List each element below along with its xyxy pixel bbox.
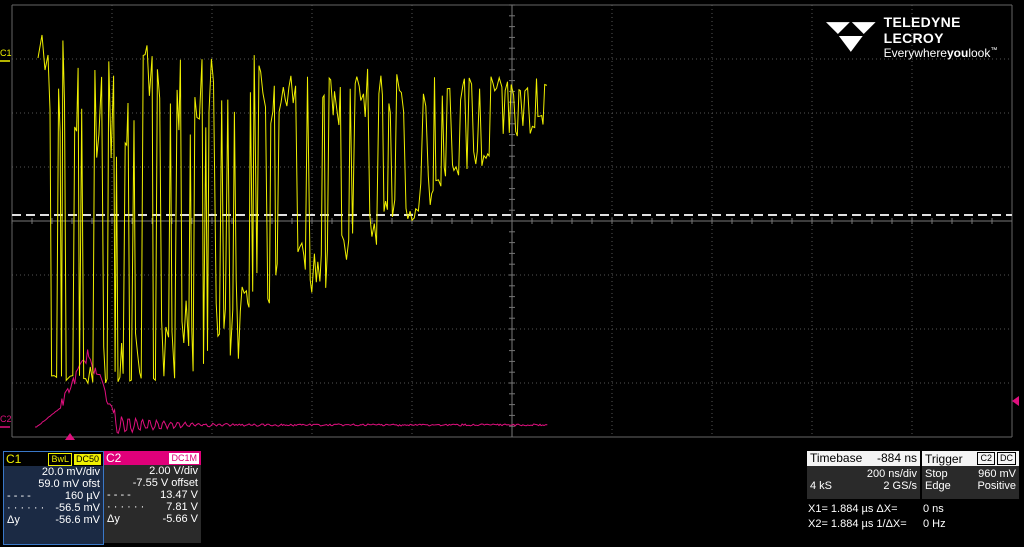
c1-cursor1-value: 160 µV bbox=[64, 490, 100, 502]
c1-cursor2-value: -56.5 mV bbox=[55, 502, 100, 514]
timebase-descriptor[interactable]: Timebase -884 ns 200 ns/div 4 kS 2 GS/s bbox=[807, 451, 920, 499]
trigger-source-tag: C2 bbox=[977, 452, 995, 465]
cursor-x1-readout: X1= 1.884 µs ΔX= bbox=[808, 503, 898, 515]
trigger-mode: Stop bbox=[925, 468, 948, 480]
timebase-samples: 4 kS bbox=[810, 480, 833, 492]
trigger-level: 960 mV bbox=[978, 468, 1016, 480]
logo-brand: TELEDYNE LECROY bbox=[883, 14, 961, 46]
trigger-position-arrow[interactable] bbox=[65, 433, 75, 440]
c2-label: C2 bbox=[106, 451, 122, 465]
channel-2-descriptor[interactable]: C2 DC1M 2.00 V/div -7.55 V offset - - - … bbox=[104, 451, 201, 543]
c2-vdiv: 2.00 V/div bbox=[149, 465, 198, 477]
channel-1-descriptor[interactable]: C1 BwL DC50 20.0 mV/div 59.0 mV ofst - -… bbox=[3, 451, 104, 545]
c1-delta-value: -56.6 mV bbox=[55, 514, 100, 526]
c2-cursor1-symbol: - - - - bbox=[107, 489, 131, 501]
c1-coupling-tag: DC50 bbox=[73, 453, 101, 465]
timebase-rate: 2 GS/s bbox=[883, 480, 917, 492]
c2-coupling-tag: DC1M bbox=[169, 452, 199, 464]
c1-label: C1 bbox=[6, 452, 22, 466]
c2-delta-label: Δy bbox=[107, 513, 120, 525]
c1-bwl-tag: BwL bbox=[48, 452, 72, 466]
trigger-descriptor[interactable]: Trigger C2 DC Stop 960 mV Edge Positive bbox=[922, 451, 1019, 499]
trigger-slope: Positive bbox=[977, 480, 1016, 492]
c2-ground-marker: C2 bbox=[0, 414, 12, 424]
c1-cursor2-symbol: · · · · · · bbox=[7, 502, 45, 514]
c2-cursor2-value: 7.81 V bbox=[166, 501, 198, 513]
cursor-x2-readout: X2= 1.884 µs 1/ΔX= bbox=[808, 518, 907, 530]
c1-offset: 59.0 mV ofst bbox=[38, 478, 100, 490]
c1-cursor1-symbol: - - - - bbox=[7, 490, 31, 502]
c2-delta-value: -5.66 V bbox=[162, 513, 198, 525]
teledyne-lecroy-logo: TELEDYNE LECROY Everywhereyoulook™ bbox=[826, 14, 1024, 60]
trigger-coupling-tag: DC bbox=[997, 452, 1016, 465]
c2-offset: -7.55 V offset bbox=[132, 477, 198, 489]
c2-cursor2-symbol: · · · · · · bbox=[107, 501, 145, 513]
timebase-label: Timebase bbox=[810, 451, 863, 465]
waveform-grid: C1 C2 bbox=[0, 4, 1019, 440]
timebase-tdiv: 200 ns/div bbox=[866, 468, 917, 480]
cursor-freq-value: 0 Hz bbox=[923, 518, 946, 530]
logo-icon bbox=[826, 22, 876, 52]
timebase-delay: -884 ns bbox=[876, 451, 917, 465]
c1-ground-marker: C1 bbox=[0, 48, 12, 58]
trigger-label: Trigger bbox=[925, 451, 963, 466]
c2-cursor1-value: 13.47 V bbox=[160, 489, 198, 501]
trigger-level-arrow[interactable] bbox=[1012, 396, 1019, 406]
c1-vdiv: 20.0 mV/div bbox=[41, 466, 100, 478]
cursor-dx-value: 0 ns bbox=[923, 503, 944, 515]
trigger-type: Edge bbox=[925, 480, 951, 492]
logo-tagline: Everywhereyoulook™ bbox=[883, 46, 998, 60]
channel-1-trace bbox=[37, 34, 548, 385]
c1-delta-label: Δy bbox=[7, 514, 20, 526]
channel-2-trace bbox=[35, 349, 548, 434]
